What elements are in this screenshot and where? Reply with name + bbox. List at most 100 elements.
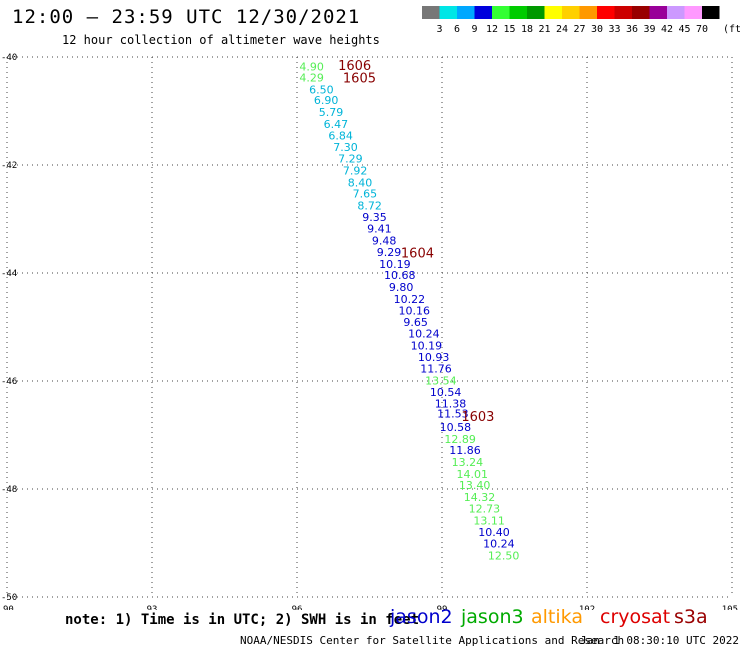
wave-height-label: 9.41 [367,223,392,236]
colorbar-swatch [649,6,667,19]
y-tick-label: -42 [1,161,17,171]
wave-height-label: 8.40 [348,176,373,189]
wave-height-label: 11.38 [435,398,467,411]
colorbar-label: 39 [643,24,655,35]
y-tick-label: -44 [1,269,17,279]
wave-height-label: 5.79 [319,106,344,119]
wave-height-label: 9.80 [389,281,414,294]
wave-height-label: 10.22 [394,293,426,306]
x-tick-label: 96 [292,605,303,610]
wave-height-label: 11.76 [420,363,452,376]
colorbar-swatch [474,6,492,19]
colorbar-label: 6 [454,24,460,35]
wave-height-label: 7.29 [338,153,363,166]
footer-credit: NOAA/NESDIS Center for Satellite Applica… [240,634,625,647]
colorbar-label: 18 [521,24,533,35]
x-tick-label: 93 [147,605,158,610]
y-tick-label: -48 [1,485,17,495]
colorbar-swatch [684,6,702,19]
time-label: 1606 [338,59,371,74]
colorbar-label: 9 [471,24,477,35]
wave-height-label: 10.58 [440,421,472,434]
colorbar-label: 36 [626,24,638,35]
colorbar-swatch [544,6,562,19]
chart-title: 12:00 — 23:59 UTC 12/30/2021 [12,6,361,28]
wave-height-label: 7.30 [333,141,358,154]
colorbar-label: 3 [436,24,442,35]
wave-height-label: 13.11 [473,514,505,527]
wave-height-label: 10.40 [478,526,510,539]
wave-height-label: 10.24 [408,327,440,340]
wave-height-label: 14.32 [464,491,496,504]
wave-height-label: 6.90 [314,94,339,107]
wave-height-label: 13.24 [452,456,484,469]
x-tick-label: 102 [579,605,595,610]
colorbar-swatch [632,6,650,19]
colorbar-label: 42 [661,24,673,35]
wave-height-label: 10.68 [384,269,416,282]
colorbar-label: 15 [503,24,515,35]
wave-height-label: 9.48 [372,235,397,248]
colorbar-label: 27 [573,24,585,35]
colorbar-unit: (ft) [723,24,740,35]
time-label: 1605 [343,72,376,87]
wave-height-label: 10.93 [418,351,450,364]
footer-date: Jan 1 08:30:10 UTC 2022 [580,634,739,647]
x-tick-label: 105 [722,605,738,610]
colorbar-label: 21 [538,24,550,35]
legend-jason2: jason2 [390,606,453,628]
colorbar-swatch [457,6,475,19]
colorbar-label: 45 [678,24,690,35]
wave-height-label: 10.16 [399,304,431,317]
colorbar-swatch [509,6,527,19]
colorbar-swatch [579,6,597,19]
colorbar-swatch [614,6,632,19]
colorbar-label: 70 [696,24,708,35]
wave-height-label: 4.90 [299,61,324,74]
wave-height-label: 12.50 [488,549,519,562]
colorbar-label: 33 [608,24,620,35]
colorbar-swatch [492,6,510,19]
wave-height-label: 10.19 [411,339,443,352]
colorbar-label: 24 [556,24,568,35]
wave-height-label: 12.89 [444,433,476,446]
wave-height-label: 7.92 [343,164,368,177]
legend-s3a: s3a [674,606,708,628]
wave-height-label: 9.65 [403,316,428,329]
wave-height-label: 10.19 [379,258,411,271]
time-label: 1603 [461,410,494,425]
wave-height-label: 14.01 [457,468,489,481]
wave-height-label: 12.73 [469,502,501,515]
wave-height-plot: -40 -42 -44 -46 -48 -50 90 93 96 99 102 105 4.904.29… [1,53,738,610]
wave-height-label: 7.65 [353,188,378,201]
wave-height-label: 9.29 [377,246,402,259]
colorbar-swatch [422,6,440,19]
colorbar-swatch [702,6,720,19]
legend-altika: altika [531,606,583,628]
wave-height-label: 11.86 [449,444,481,457]
wave-height-label: 6.47 [324,118,349,131]
wave-height-label: 10.24 [483,538,515,551]
wave-height-label: 6.84 [328,129,353,142]
x-tick-label: 99 [437,605,448,610]
units-note: note: 1) Time is in UTC; 2) SWH is in fe… [65,612,420,628]
wave-height-label: 4.29 [299,72,324,85]
legend-jason3: jason3 [461,606,524,628]
colorbar-label: 12 [486,24,498,35]
y-tick-label: -46 [1,377,17,387]
colorbar-swatch [562,6,580,19]
y-tick-label: -40 [1,53,17,63]
chart-subtitle: 12 hour collection of altimeter wave hei… [62,33,380,47]
wave-height-label: 10.54 [430,386,462,399]
colorbar-label: 30 [591,24,603,35]
wave-height-label: 8.72 [357,200,382,213]
wave-height-label: 9.35 [362,211,387,224]
wave-height-label: 13.40 [459,479,491,492]
time-label: 1604 [401,246,434,261]
x-tick-label: 90 [3,605,14,610]
colorbar-swatch [667,6,685,19]
colorbar-swatch [597,6,615,19]
wave-height-label: 13.54 [425,374,457,387]
y-tick-label: -50 [1,593,17,603]
